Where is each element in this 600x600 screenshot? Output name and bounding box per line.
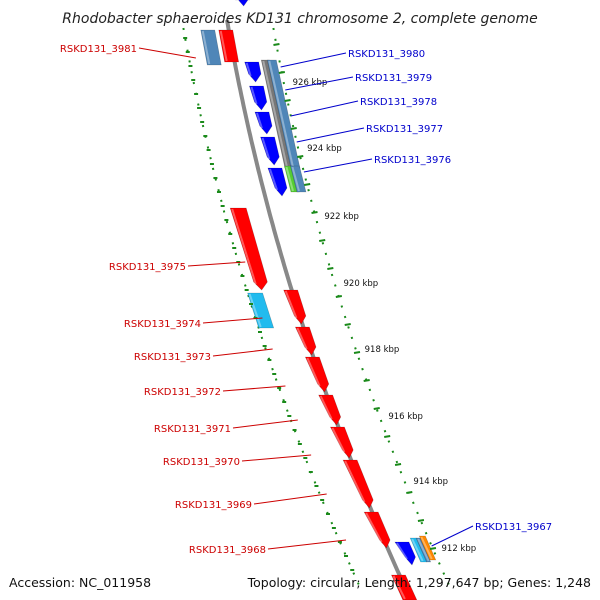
gene-block-red-edge[interactable]	[390, 574, 418, 600]
scale-tick	[304, 183, 311, 186]
label-leader	[241, 454, 312, 462]
gene-label-rskd131_3976[interactable]: RSKD131_3976	[374, 155, 451, 166]
scale-tick	[335, 295, 342, 298]
gene-block-red-g[interactable]	[363, 511, 391, 549]
label-leader	[138, 47, 196, 59]
gene-block-red-e[interactable]	[329, 426, 354, 459]
label-leader	[431, 525, 474, 547]
scale-label: 914 kbp	[413, 477, 448, 487]
feature-steel-top[interactable]	[200, 29, 222, 66]
gene-label-rskd131_3967[interactable]: RSKD131_3967	[475, 522, 552, 533]
label-leader	[232, 419, 298, 429]
accession-text: Accession: NC_011958	[9, 575, 151, 590]
gene-block-red-c[interactable]	[304, 356, 330, 393]
label-leader	[253, 493, 327, 505]
gene-block-red-top[interactable]	[218, 29, 240, 63]
gene-label-rskd131_3970[interactable]: RSKD131_3970	[163, 457, 240, 468]
scale-tick	[429, 547, 437, 550]
map-title: Rhodobacter sphaeroides KD131 chromosome…	[62, 11, 537, 27]
gene-block-blue-1[interactable]	[244, 61, 262, 83]
feature-orange-bottom[interactable]	[418, 535, 437, 561]
gene-label-rskd131_3972[interactable]: RSKD131_3972	[144, 387, 221, 398]
scale-tick	[327, 267, 334, 270]
label-leader	[303, 158, 373, 173]
scale-label: 912 kbp	[442, 544, 477, 554]
feature-steel-lower[interactable]	[290, 165, 307, 193]
gene-block-red-d[interactable]	[318, 394, 342, 426]
feature-cyan-mid[interactable]	[247, 292, 275, 329]
gene-label-rskd131_3979[interactable]: RSKD131_3979	[355, 73, 432, 84]
gene-block-blue-top[interactable]	[235, 0, 251, 7]
label-leader	[212, 348, 273, 357]
gene-block-red-a[interactable]	[283, 289, 307, 325]
label-leader	[285, 76, 354, 91]
topology-stats-text: Topology: circular; Length: 1,297,647 bp…	[247, 575, 591, 590]
scale-tick	[417, 519, 425, 522]
label-leader	[280, 52, 347, 68]
feature-steel-band[interactable]	[266, 59, 301, 169]
scale-tick	[273, 43, 280, 46]
gene-label-rskd131_3981[interactable]: RSKD131_3981	[60, 44, 137, 55]
gene-label-rskd131_3971[interactable]: RSKD131_3971	[154, 424, 231, 435]
scale-label: 918 kbp	[365, 345, 400, 355]
scale-tick	[394, 463, 402, 466]
gene-block-red-b[interactable]	[294, 326, 317, 356]
gene-label-rskd131_3978[interactable]: RSKD131_3978	[360, 97, 437, 108]
label-leader	[222, 385, 286, 392]
scale-tick	[406, 491, 413, 494]
scale-tick	[290, 127, 297, 130]
scale-tick	[311, 211, 318, 214]
scale-tick	[344, 323, 351, 326]
gene-features	[200, 0, 437, 600]
label-leader	[296, 127, 365, 143]
gene-label-rskd131_3974[interactable]: RSKD131_3974	[124, 319, 201, 330]
gene-block-red-f[interactable]	[342, 459, 374, 509]
gene-label-rskd131_3975[interactable]: RSKD131_3975	[109, 262, 186, 273]
scale-label: 924 kbp	[307, 144, 342, 154]
scale-tick	[373, 407, 380, 410]
gene-labels: RSKD131_3981 RSKD131_3975 RSKD131_3974 RSKD…	[60, 44, 552, 556]
label-leader	[187, 261, 246, 267]
gene-block-blue-5[interactable]	[267, 167, 288, 197]
gene-block-blue-2[interactable]	[249, 85, 268, 111]
scale-tick	[284, 99, 291, 102]
gene-block-red-large[interactable]	[229, 207, 268, 291]
scale-tick	[363, 379, 370, 382]
label-leader	[290, 100, 359, 117]
scale-ticks: 926 kbp 924 kbp 922 kbp 920 kbp 918 kbp 916 k…	[183, 37, 477, 571]
gene-label-rskd131_3969[interactable]: RSKD131_3969	[175, 500, 252, 511]
scale-tick	[297, 155, 304, 158]
scale-tick	[353, 351, 361, 354]
scale-tick	[384, 435, 391, 438]
gene-block-blue-4[interactable]	[260, 136, 280, 166]
label-leader	[202, 317, 263, 324]
gene-label-rskd131_3977[interactable]: RSKD131_3977	[366, 124, 443, 135]
scale-tick	[278, 71, 285, 74]
scale-label: 916 kbp	[388, 412, 423, 422]
gene-label-rskd131_3980[interactable]: RSKD131_3980	[348, 49, 425, 60]
feature-steel-bottom[interactable]	[415, 537, 432, 563]
scale-label: 926 kbp	[293, 78, 328, 88]
gene-label-rskd131_3968[interactable]: RSKD131_3968	[189, 545, 266, 556]
scale-label: 920 kbp	[344, 279, 379, 289]
scale-label: 922 kbp	[324, 212, 359, 222]
gene-block-blue-3[interactable]	[254, 111, 273, 135]
gene-block-blue-bottom[interactable]	[394, 541, 416, 566]
gene-label-rskd131_3973[interactable]: RSKD131_3973	[134, 352, 211, 363]
scale-tick	[319, 239, 326, 242]
label-leader	[267, 539, 347, 550]
